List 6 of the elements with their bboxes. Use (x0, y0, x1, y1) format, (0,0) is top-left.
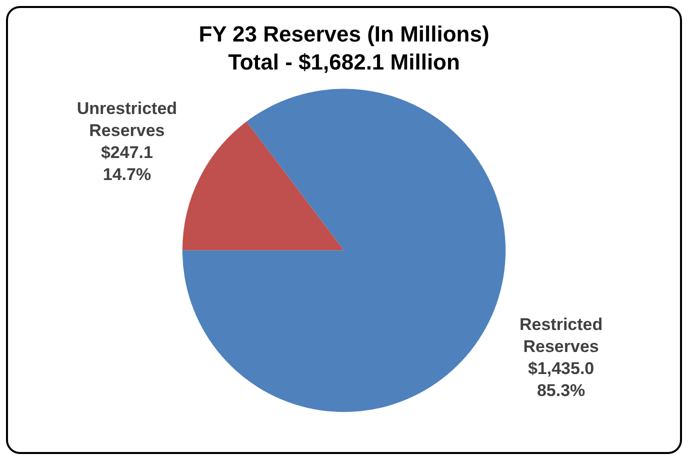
chart-title: FY 23 Reserves (In Millions) (198, 21, 490, 46)
slice-label: Unrestricted Reserves (76, 99, 178, 140)
data-label: $1,435.0 85.3% (528, 359, 594, 400)
chart-subtitle: Total - $1,682.1 Million (228, 50, 460, 75)
slice-label: Restricted Reserves (519, 315, 603, 356)
data-label: $247.1 14.7% (100, 143, 153, 184)
